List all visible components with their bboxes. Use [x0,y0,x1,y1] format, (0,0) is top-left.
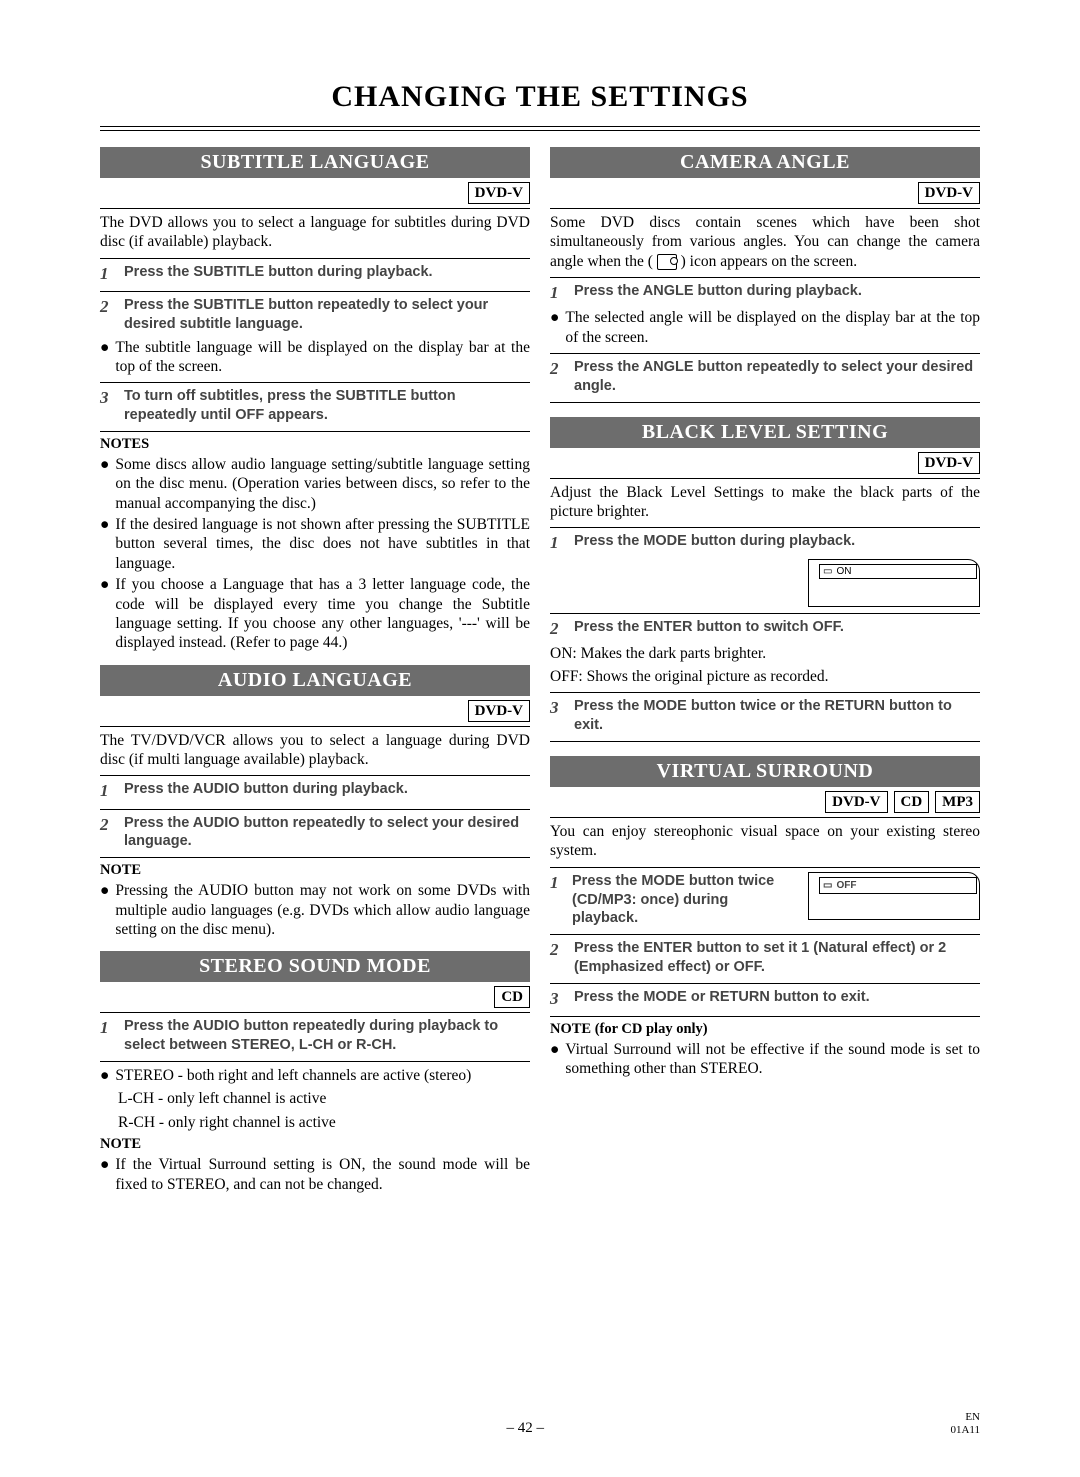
badge-cd: CD [894,791,930,813]
notes-label: NOTES [100,436,530,453]
audio-step-2: 2Press the AUDIO button repeatedly to se… [100,814,530,852]
badge-dvdv: DVD-V [825,791,887,813]
badge-row: DVD-V [100,182,530,204]
black-step-3: 3Press the MODE button twice or the RETU… [550,697,980,735]
heading-virtual-surround: VIRTUAL SURROUND [550,756,980,787]
vs-step-3: 3Press the MODE or RETURN button to exit… [550,988,980,1010]
badge-mp3: MP3 [935,791,980,813]
subtitle-bullet: ●The subtitle language will be displayed… [100,338,530,377]
camera-bullet: ●The selected angle will be displayed on… [550,308,980,347]
camera-intro: Some DVD discs contain scenes which have… [550,213,980,271]
heading-stereo-sound: STEREO SOUND MODE [100,951,530,982]
subtitle-note-3: ●If you choose a Language that has a 3 l… [100,575,530,653]
stereo-bullet-1: ●STEREO - both right and left channels a… [100,1066,530,1085]
vs-intro: You can enjoy stereophonic visual space … [550,822,980,861]
black-off-line: OFF: Shows the original picture as recor… [550,667,980,686]
stereo-note-1: ●If the Virtual Surround setting is ON, … [100,1155,530,1194]
vs-osd: ▭OFF [808,872,980,920]
badge-dvdv: DVD-V [918,452,980,474]
manual-page: CHANGING THE SETTINGS SUBTITLE LANGUAGE … [0,0,1080,1477]
subtitle-intro: The DVD allows you to select a language … [100,213,530,252]
black-step-2: 2Press the ENTER button to switch OFF. [550,618,980,640]
badge-dvdv: DVD-V [468,182,530,204]
audio-step-1: 1Press the AUDIO button during playback. [100,780,530,802]
badge-dvdv: DVD-V [468,700,530,722]
page-title: CHANGING THE SETTINGS [100,80,980,114]
stereo-step-1: 1Press the AUDIO button repeatedly durin… [100,1017,530,1055]
note-label: NOTE [100,862,530,879]
vs-step-1: 1 Press the MODE button twice (CD/MP3: o… [550,872,980,929]
vs-note-1: ●Virtual Surround will not be effective … [550,1040,980,1079]
title-rule [100,126,980,131]
subtitle-step-3: 3To turn off subtitles, press the SUBTIT… [100,387,530,425]
footer-code: EN 01A11 [950,1411,980,1437]
right-column: CAMERA ANGLE DVD-V Some DVD discs contai… [550,147,980,1196]
black-intro: Adjust the Black Level Settings to make … [550,483,980,522]
subtitle-step-2: 2Press the SUBTITLE button repeatedly to… [100,296,530,334]
heading-audio-language: AUDIO LANGUAGE [100,665,530,696]
stereo-lch: L-CH - only left channel is active [118,1089,530,1108]
black-osd: ▭ON [808,559,980,607]
badge-dvdv: DVD-V [918,182,980,204]
subtitle-step-1: 1Press the SUBTITLE button during playba… [100,263,530,285]
note-label: NOTE [100,1136,530,1153]
vs-step-2: 2Press the ENTER button to set it 1 (Nat… [550,939,980,977]
black-step-1: 1Press the MODE button during playback. [550,532,980,554]
heading-black-level: BLACK LEVEL SETTING [550,417,980,448]
surround-icon: ▭ [823,879,832,892]
left-column: SUBTITLE LANGUAGE DVD-V The DVD allows y… [100,147,530,1196]
camera-step-1: 1Press the ANGLE button during playback. [550,282,980,304]
badge-cd: CD [494,986,530,1008]
subtitle-note-1: ●Some discs allow audio language setting… [100,455,530,513]
page-number: – 42 – [506,1420,544,1437]
heading-subtitle-language: SUBTITLE LANGUAGE [100,147,530,178]
stereo-rch: R-CH - only right channel is active [118,1113,530,1132]
audio-note-1: ●Pressing the AUDIO button may not work … [100,881,530,939]
columns: SUBTITLE LANGUAGE DVD-V The DVD allows y… [100,147,980,1196]
page-footer: – 42 – EN 01A11 [100,1411,980,1437]
black-on-line: ON: Makes the dark parts brighter. [550,644,980,663]
tv-icon: ▭ [823,566,832,577]
camera-angle-icon [657,254,677,270]
audio-intro: The TV/DVD/VCR allows you to select a la… [100,731,530,770]
heading-camera-angle: CAMERA ANGLE [550,147,980,178]
note-cd-label: NOTE (for CD play only) [550,1021,980,1038]
camera-step-2: 2Press the ANGLE button repeatedly to se… [550,358,980,396]
subtitle-note-2: ●If the desired language is not shown af… [100,515,530,573]
